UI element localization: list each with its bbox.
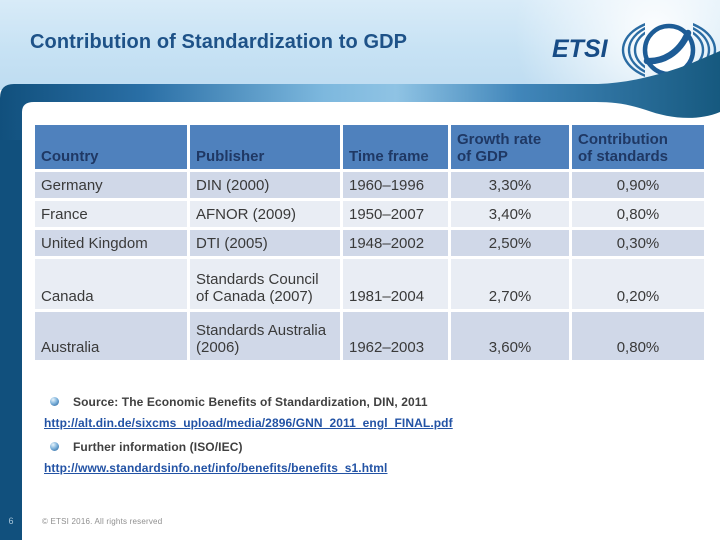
cell-time-frame: 1960–1996 <box>343 172 448 198</box>
cell-publisher: AFNOR (2009) <box>190 201 340 227</box>
gdp-contribution-table: Country Publisher Time frame Growth rate… <box>32 122 707 363</box>
column-header-growth-rate: Growth rate of GDP <box>451 125 569 169</box>
table-row: Australia Standards Australia (2006) 196… <box>35 312 704 360</box>
cell-publisher: Standards Australia (2006) <box>190 312 340 360</box>
table-row: France AFNOR (2009) 1950–2007 3,40% 0,80… <box>35 201 704 227</box>
globe-bullet-icon <box>50 397 59 406</box>
page-title: Contribution of Standardization to GDP <box>30 31 408 53</box>
column-header-contribution: Contribution of standards <box>572 125 704 169</box>
cell-contribution: 0,80% <box>572 201 704 227</box>
cell-country: Australia <box>35 312 187 360</box>
further-info-text: Further information (ISO/IEC) <box>73 439 243 454</box>
cell-growth: 3,30% <box>451 172 569 198</box>
source-text: Source: The Economic Benefits of Standar… <box>73 394 428 409</box>
cell-country: United Kingdom <box>35 230 187 256</box>
cell-country: Germany <box>35 172 187 198</box>
page-number: 6 <box>8 516 14 526</box>
footer-notes: Source: The Economic Benefits of Standar… <box>42 394 682 484</box>
cell-publisher: Standards Council of Canada (2007) <box>190 259 340 309</box>
copyright-notice: © ETSI 2016. All rights reserved <box>42 517 163 526</box>
table-row: Germany DIN (2000) 1960–1996 3,30% 0,90% <box>35 172 704 198</box>
cell-contribution: 0,90% <box>572 172 704 198</box>
column-header-publisher: Publisher <box>190 125 340 169</box>
table-header-row: Country Publisher Time frame Growth rate… <box>35 125 704 169</box>
further-info-link[interactable]: http://www.standardsinfo.net/info/benefi… <box>44 461 388 475</box>
cell-growth: 3,40% <box>451 201 569 227</box>
cell-country: France <box>35 201 187 227</box>
cell-time-frame: 1950–2007 <box>343 201 448 227</box>
cell-contribution: 0,30% <box>572 230 704 256</box>
globe-bullet-icon <box>50 442 59 451</box>
cell-time-frame: 1948–2002 <box>343 230 448 256</box>
cell-contribution: 0,20% <box>572 259 704 309</box>
cell-growth: 3,60% <box>451 312 569 360</box>
cell-growth: 2,70% <box>451 259 569 309</box>
table-row: United Kingdom DTI (2005) 1948–2002 2,50… <box>35 230 704 256</box>
cell-time-frame: 1962–2003 <box>343 312 448 360</box>
column-header-country: Country <box>35 125 187 169</box>
source-line: Source: The Economic Benefits of Standar… <box>50 394 682 409</box>
column-header-time-frame: Time frame <box>343 125 448 169</box>
table-row: Canada Standards Council of Canada (2007… <box>35 259 704 309</box>
slide-header <box>0 0 720 90</box>
cell-time-frame: 1981–2004 <box>343 259 448 309</box>
cell-growth: 2,50% <box>451 230 569 256</box>
source-link[interactable]: http://alt.din.de/sixcms_upload/media/28… <box>44 416 453 430</box>
cell-publisher: DIN (2000) <box>190 172 340 198</box>
cell-contribution: 0,80% <box>572 312 704 360</box>
cell-country: Canada <box>35 259 187 309</box>
accent-bar-swoosh <box>0 51 720 140</box>
left-accent-stripe <box>0 120 22 540</box>
etsi-logo-text: ETSI <box>552 35 609 63</box>
further-info-line: Further information (ISO/IEC) <box>50 439 682 454</box>
cell-publisher: DTI (2005) <box>190 230 340 256</box>
